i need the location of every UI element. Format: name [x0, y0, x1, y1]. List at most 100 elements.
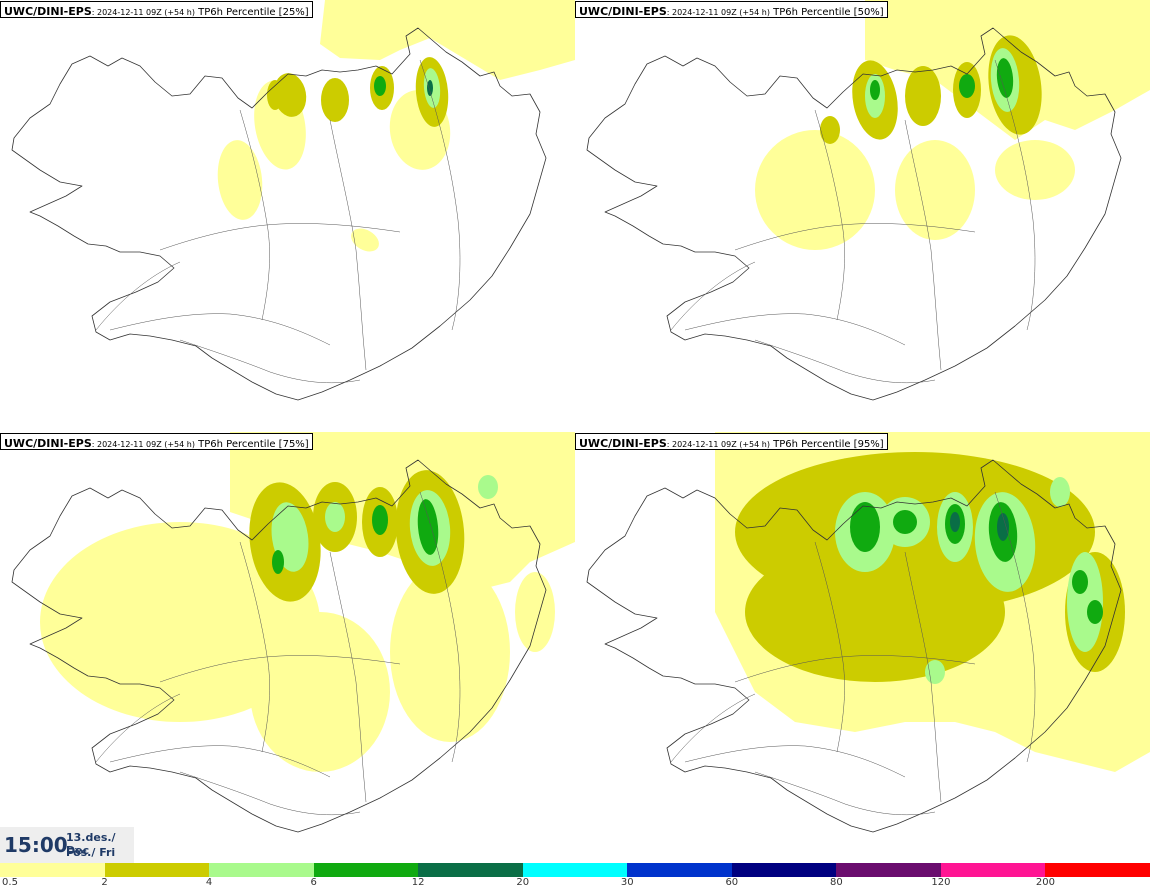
- precip-map: [575, 432, 1150, 864]
- parameter-label: TP6h Percentile [75%]: [194, 439, 309, 450]
- road-line: [734, 223, 976, 251]
- road-line: [419, 59, 461, 331]
- colorbar-label: 80: [829, 877, 843, 888]
- colorbar-swatch: [209, 863, 314, 877]
- colorbar-label: 30: [620, 877, 634, 888]
- road-line: [95, 693, 181, 763]
- road-line: [179, 339, 361, 384]
- precip-area: [372, 505, 388, 535]
- precip-area: [417, 499, 439, 555]
- road-line: [734, 655, 976, 683]
- colorbar-swatch: [940, 863, 1046, 877]
- road-line: [814, 109, 845, 321]
- model-name: UWC/DINI-EPS: [579, 5, 667, 18]
- precip-area: [40, 522, 320, 722]
- precip-area: [1072, 570, 1088, 594]
- parameter-label: TP6h Percentile [25%]: [194, 7, 309, 18]
- panel-title: UWC/DINI-EPS: 2024-12-11 09Z (+54 h) TP6…: [575, 1, 888, 18]
- run-info: : 2024-12-11 09Z (+54 h): [666, 440, 770, 449]
- colorbar-swatch: [0, 863, 105, 877]
- precip-area: [745, 542, 1005, 682]
- colorbar-label: 0.5: [2, 877, 18, 888]
- precip-area: [893, 510, 917, 534]
- precip-area: [820, 116, 840, 144]
- map-panel-p25: UWC/DINI-EPS: 2024-12-11 09Z (+54 h) TP6…: [0, 0, 575, 432]
- road-line: [904, 551, 942, 803]
- colorbar-swatch: [418, 863, 523, 877]
- road-line: [994, 59, 1036, 331]
- precip-area: [217, 140, 263, 220]
- road-line: [159, 655, 401, 683]
- precip-area: [950, 512, 960, 532]
- road-line: [670, 693, 756, 763]
- precip-area: [267, 80, 283, 110]
- road-line: [419, 491, 461, 763]
- map-panel-p75: UWC/DINI-EPS: 2024-12-11 09Z (+54 h) TP6…: [0, 432, 575, 864]
- precip-area: [427, 80, 433, 96]
- panel-title: UWC/DINI-EPS: 2024-12-11 09Z (+54 h) TP6…: [575, 433, 888, 450]
- precip-map: [575, 0, 1150, 432]
- precip-area: [755, 130, 875, 250]
- precip-area: [1087, 600, 1103, 624]
- colorbar-labels: 0.5 2 4 6 12 20 30 60 80 120 200: [0, 877, 1150, 891]
- parameter-label: TP6h Percentile [95%]: [769, 439, 884, 450]
- coastline: [11, 27, 547, 401]
- colorbar-label: 6: [310, 877, 317, 888]
- precip-area: [273, 73, 307, 117]
- colorbar-label: 60: [725, 877, 739, 888]
- road-line: [109, 745, 331, 778]
- road-line: [159, 223, 401, 251]
- colorbar-label: 4: [205, 877, 213, 888]
- road-line: [329, 119, 367, 371]
- precip-colorbar: [0, 863, 1150, 877]
- map-panel-p50: UWC/DINI-EPS: 2024-12-11 09Z (+54 h) TP6…: [575, 0, 1150, 432]
- model-name: UWC/DINI-EPS: [4, 5, 92, 18]
- road-line: [329, 551, 367, 803]
- colorbar-swatch: [522, 863, 628, 877]
- road-line: [754, 339, 936, 384]
- colorbar-label: 20: [516, 877, 530, 888]
- precip-area: [320, 0, 575, 80]
- precip-area: [374, 76, 386, 96]
- valid-time: 15:00: [4, 833, 68, 857]
- panel-title: UWC/DINI-EPS: 2024-12-11 09Z (+54 h) TP6…: [0, 433, 313, 450]
- colorbar-swatch: [1045, 863, 1150, 877]
- road-line: [904, 119, 942, 371]
- valid-date: 13.des./ Dec: [66, 831, 116, 857]
- precip-area: [478, 475, 498, 499]
- precip-area: [925, 660, 945, 684]
- map-panel-p95: UWC/DINI-EPS: 2024-12-11 09Z (+54 h) TP6…: [575, 432, 1150, 864]
- valid-time-box: 15:00 13.des./ Dec Fös./ Fri: [0, 827, 134, 863]
- precip-area: [351, 228, 379, 252]
- precip-area: [390, 562, 510, 742]
- colorbar-swatch: [836, 863, 941, 877]
- precip-area: [959, 74, 975, 98]
- colorbar-swatch: [104, 863, 210, 877]
- road-line: [994, 491, 1036, 763]
- precip-map: [0, 0, 575, 432]
- precip-area: [850, 502, 880, 552]
- colorbar-swatch: [313, 863, 419, 877]
- precip-area: [1050, 477, 1070, 507]
- precip-area: [996, 58, 1014, 98]
- colorbar-label: 12: [411, 877, 425, 888]
- precip-area: [272, 550, 284, 574]
- precip-area: [321, 78, 349, 122]
- colorbar-label: 120: [931, 877, 951, 888]
- coastline: [11, 459, 547, 833]
- model-name: UWC/DINI-EPS: [579, 437, 667, 450]
- precip-area: [905, 66, 941, 126]
- road-line: [684, 745, 906, 778]
- coastline: [586, 459, 1122, 833]
- precip-area: [325, 502, 345, 532]
- colorbar-label: 2: [101, 877, 108, 888]
- road-line: [239, 109, 270, 321]
- run-info: : 2024-12-11 09Z (+54 h): [666, 8, 770, 17]
- road-line: [179, 771, 361, 816]
- coastline: [586, 27, 1122, 401]
- parameter-label: TP6h Percentile [50%]: [769, 7, 884, 18]
- panel-title: UWC/DINI-EPS: 2024-12-11 09Z (+54 h) TP6…: [0, 1, 313, 18]
- road-line: [239, 541, 270, 753]
- model-name: UWC/DINI-EPS: [4, 437, 92, 450]
- run-info: : 2024-12-11 09Z (+54 h): [91, 8, 195, 17]
